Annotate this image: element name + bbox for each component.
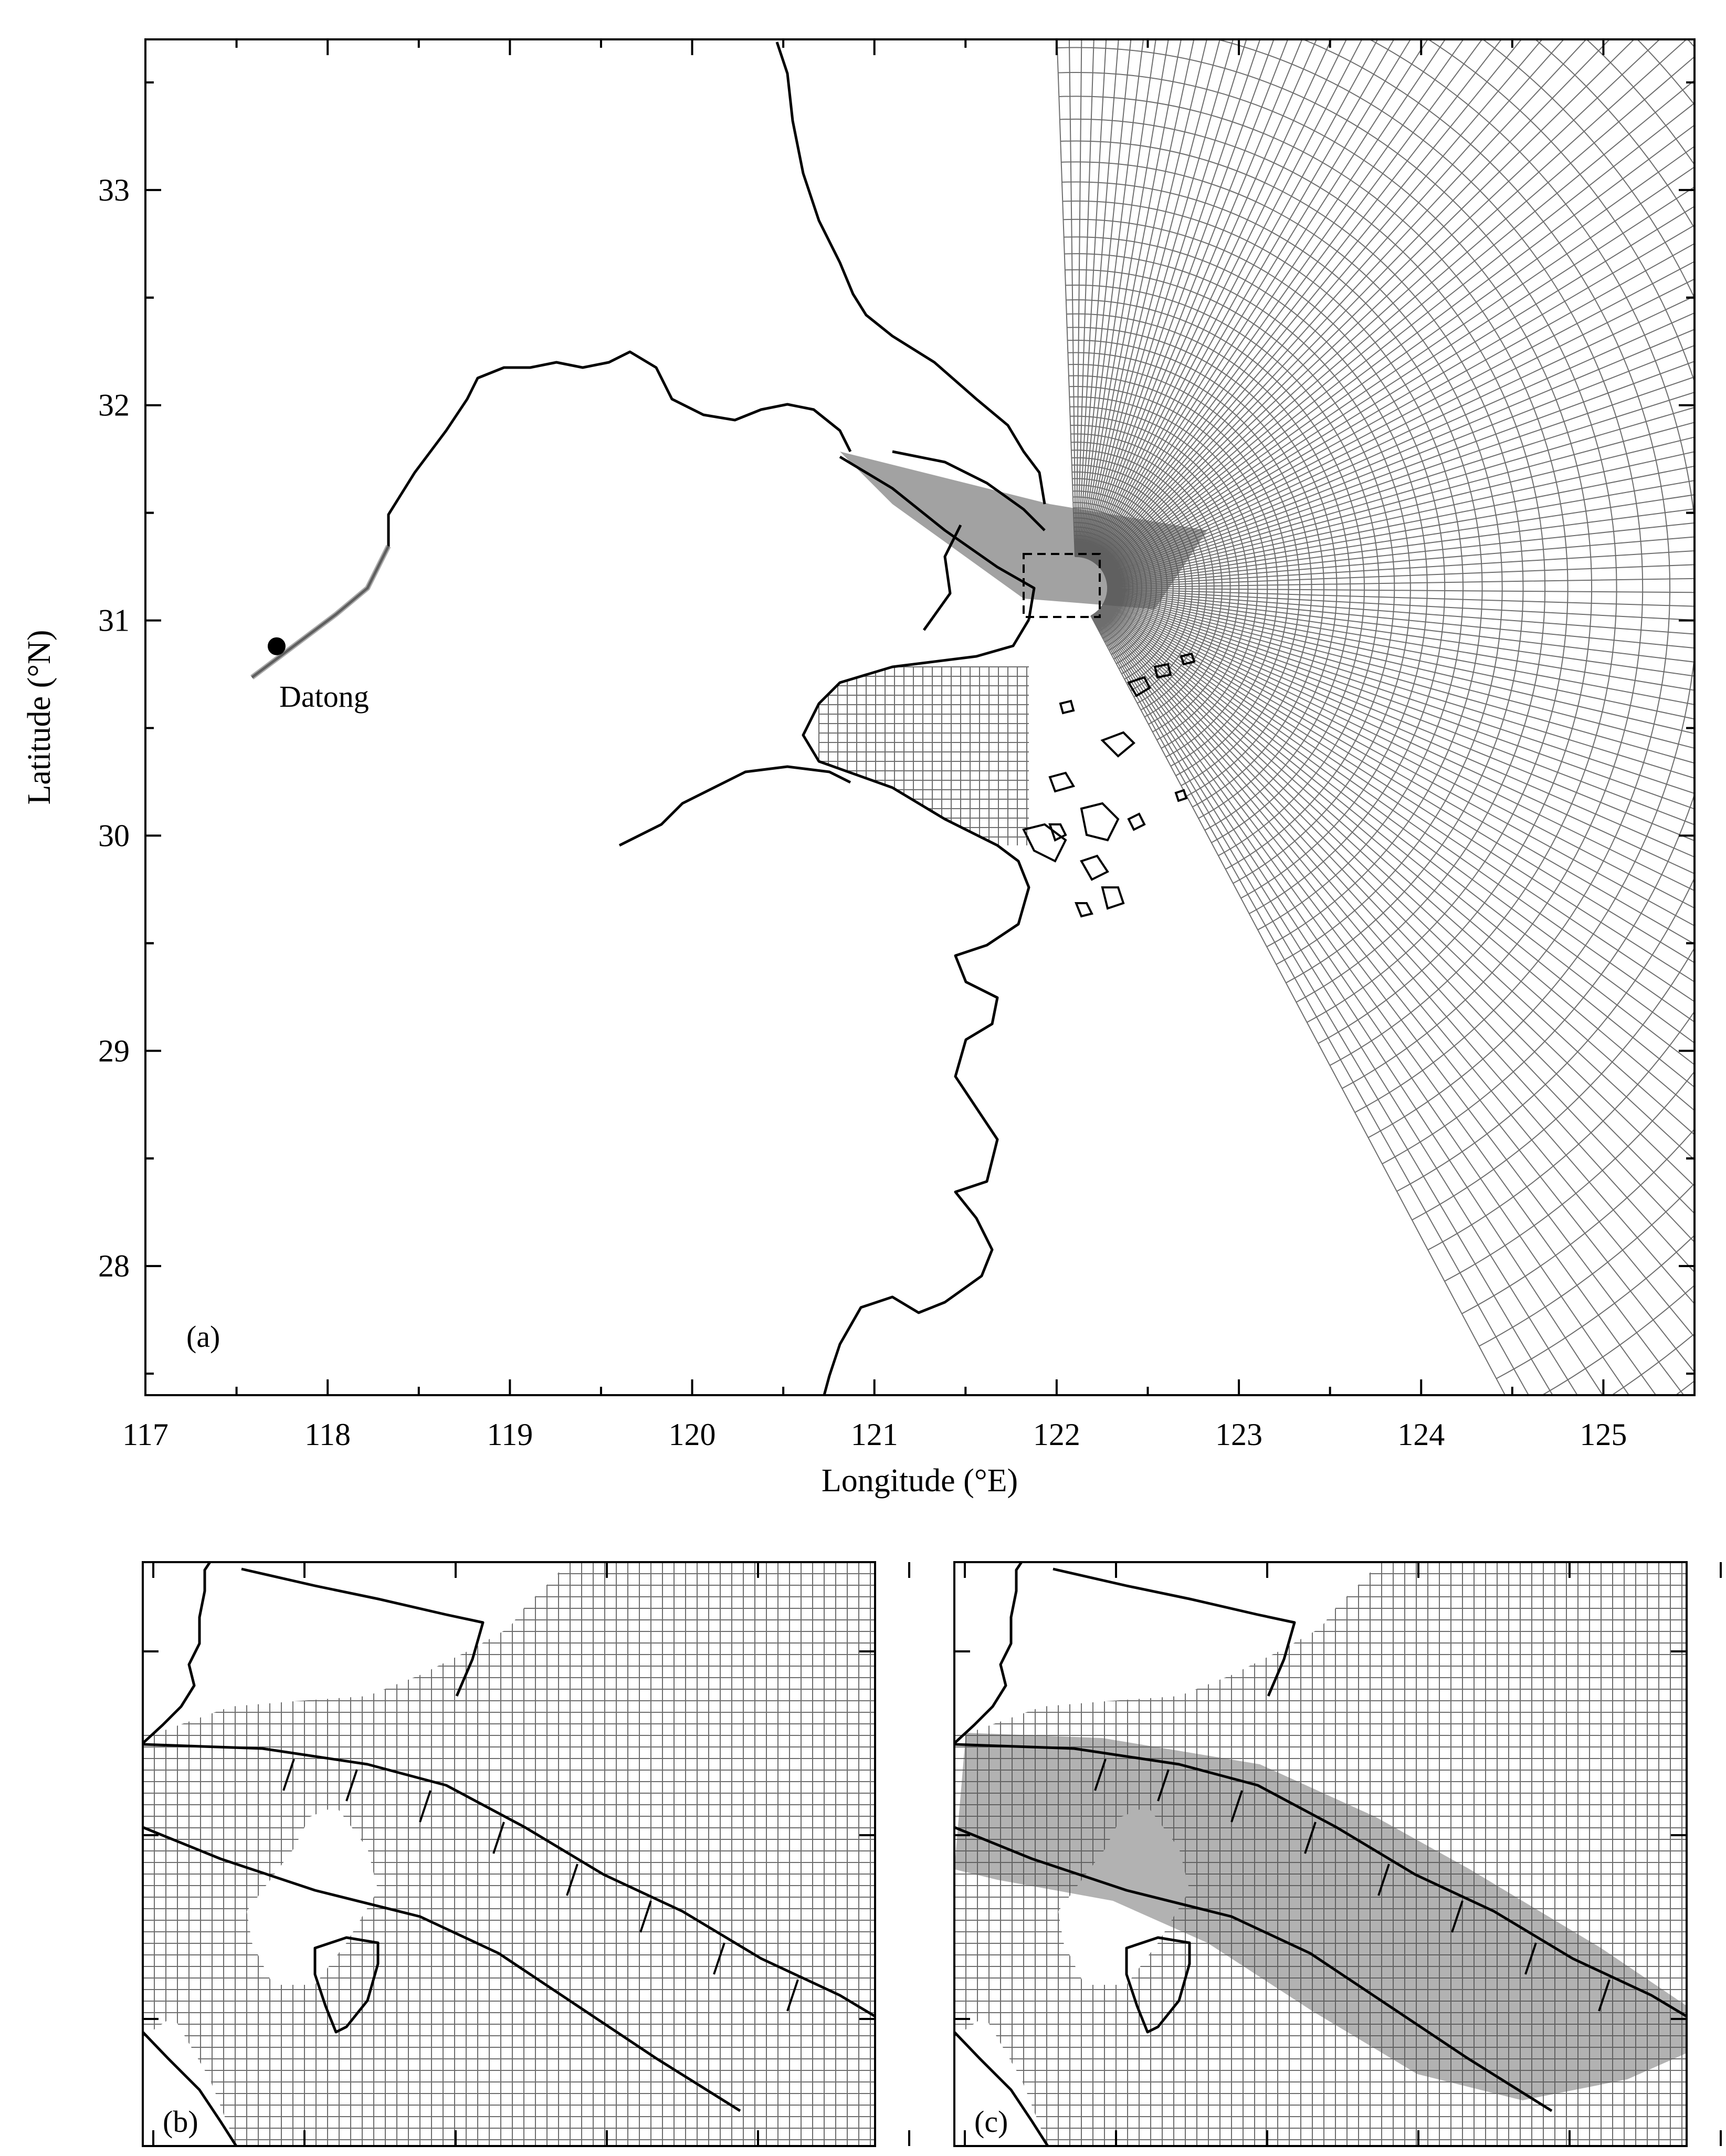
panel-c-land [954,1562,1378,2146]
curvilinear-model-grid [145,39,1695,1395]
y-tick-label: 31 [98,603,130,638]
inland-channel [922,524,962,631]
x-tick-label: 122 [1033,1417,1080,1452]
hangzhou-bay-grid [818,666,1029,845]
zhoushan-islands [1022,652,1196,918]
panel-c-ticks [954,1562,1722,2146]
zoom-region-box [1023,553,1101,618]
panel-a: Datong 117 118 119 120 121 122 123 124 125 28 29 30… [22,38,1696,1499]
panel-b-land [143,1562,567,2146]
datong-station-marker [267,637,286,655]
panel-a-axes: 117 118 119 120 121 122 123 124 125 28 29 30 31 32 33 [98,39,1695,1452]
panel-b-channel-hatch [282,1759,799,2012]
panel-c-channel-hatch [1094,1759,1611,2012]
grid-radial-lines [1056,39,1695,1395]
panel-c-nested-grid-shading [954,1733,1687,2100]
x-tick-label: 123 [1215,1417,1262,1452]
panel-c-map-area [954,1562,1687,2146]
y-axis-title: Latitude (°N) [22,630,57,805]
panel-c-channel-bottom [954,1826,1553,2112]
panel-b-label: (b) [163,2105,198,2139]
hangzhou-bay-river [618,765,851,847]
panel-b-coastline [143,1562,212,1744]
transect-marks [282,1759,799,2012]
y-tick-label: 28 [98,1249,130,1283]
y-tick-label: 30 [98,818,130,853]
mesh-lines [954,1562,1687,2146]
panel-b-channel-bottom [143,1826,741,2112]
panel-b-ticks [143,1562,910,2146]
datong-station-label: Datong [279,679,369,714]
yangtze-river-upstream-grid [250,545,391,679]
mesh-lines [143,1562,875,2146]
y-tick-label: 33 [98,173,130,207]
transect-marks [1094,1759,1611,2012]
panel-a-map-area [145,39,1695,1395]
x-tick-label: 117 [122,1417,169,1452]
panel-a-label: (a) [186,1320,220,1354]
panel-c-island [1125,1936,1191,2034]
estuary-south-bank [839,455,1036,620]
coastline-south [802,619,1030,1395]
panel-b-frame [142,1561,876,2147]
panel-a-frame [144,38,1696,1396]
panel-c: (c) [953,1561,1722,2147]
land-mask [145,39,1045,1395]
panel-c-frame [953,1561,1688,2147]
panel-c-north-shore [1053,1567,1296,1697]
panel-b: (b) [142,1561,910,2147]
x-tick-label: 118 [304,1417,351,1452]
x-tick-label: 125 [1580,1417,1627,1452]
x-axis-title: Longitude (°E) [822,1463,1018,1499]
coastline-north [775,41,1046,505]
panel-c-mesh [954,1562,1687,2146]
panel-c-coastline [954,1562,1023,1744]
estuary-dense-grid-shading [840,452,1207,609]
estuary-north-bank [892,450,1046,531]
x-tick-label: 119 [487,1417,533,1452]
panel-c-label: (c) [974,2105,1008,2139]
panel-c-channel-top [954,1743,1687,2018]
panel-c-south-coast [954,2031,1049,2146]
y-tick-label: 29 [98,1033,130,1068]
panel-b-south-coast [143,2031,238,2146]
panel-b-mesh [143,1562,875,2146]
panel-b-map-area [143,1562,875,2146]
x-tick-label: 124 [1397,1417,1445,1452]
x-tick-label: 120 [669,1417,716,1452]
panel-b-island [313,1936,380,2034]
panel-b-channel-top [143,1743,875,2018]
y-tick-label: 32 [98,388,130,423]
panel-b-north-shore [241,1567,485,1697]
x-tick-label: 121 [851,1417,898,1452]
